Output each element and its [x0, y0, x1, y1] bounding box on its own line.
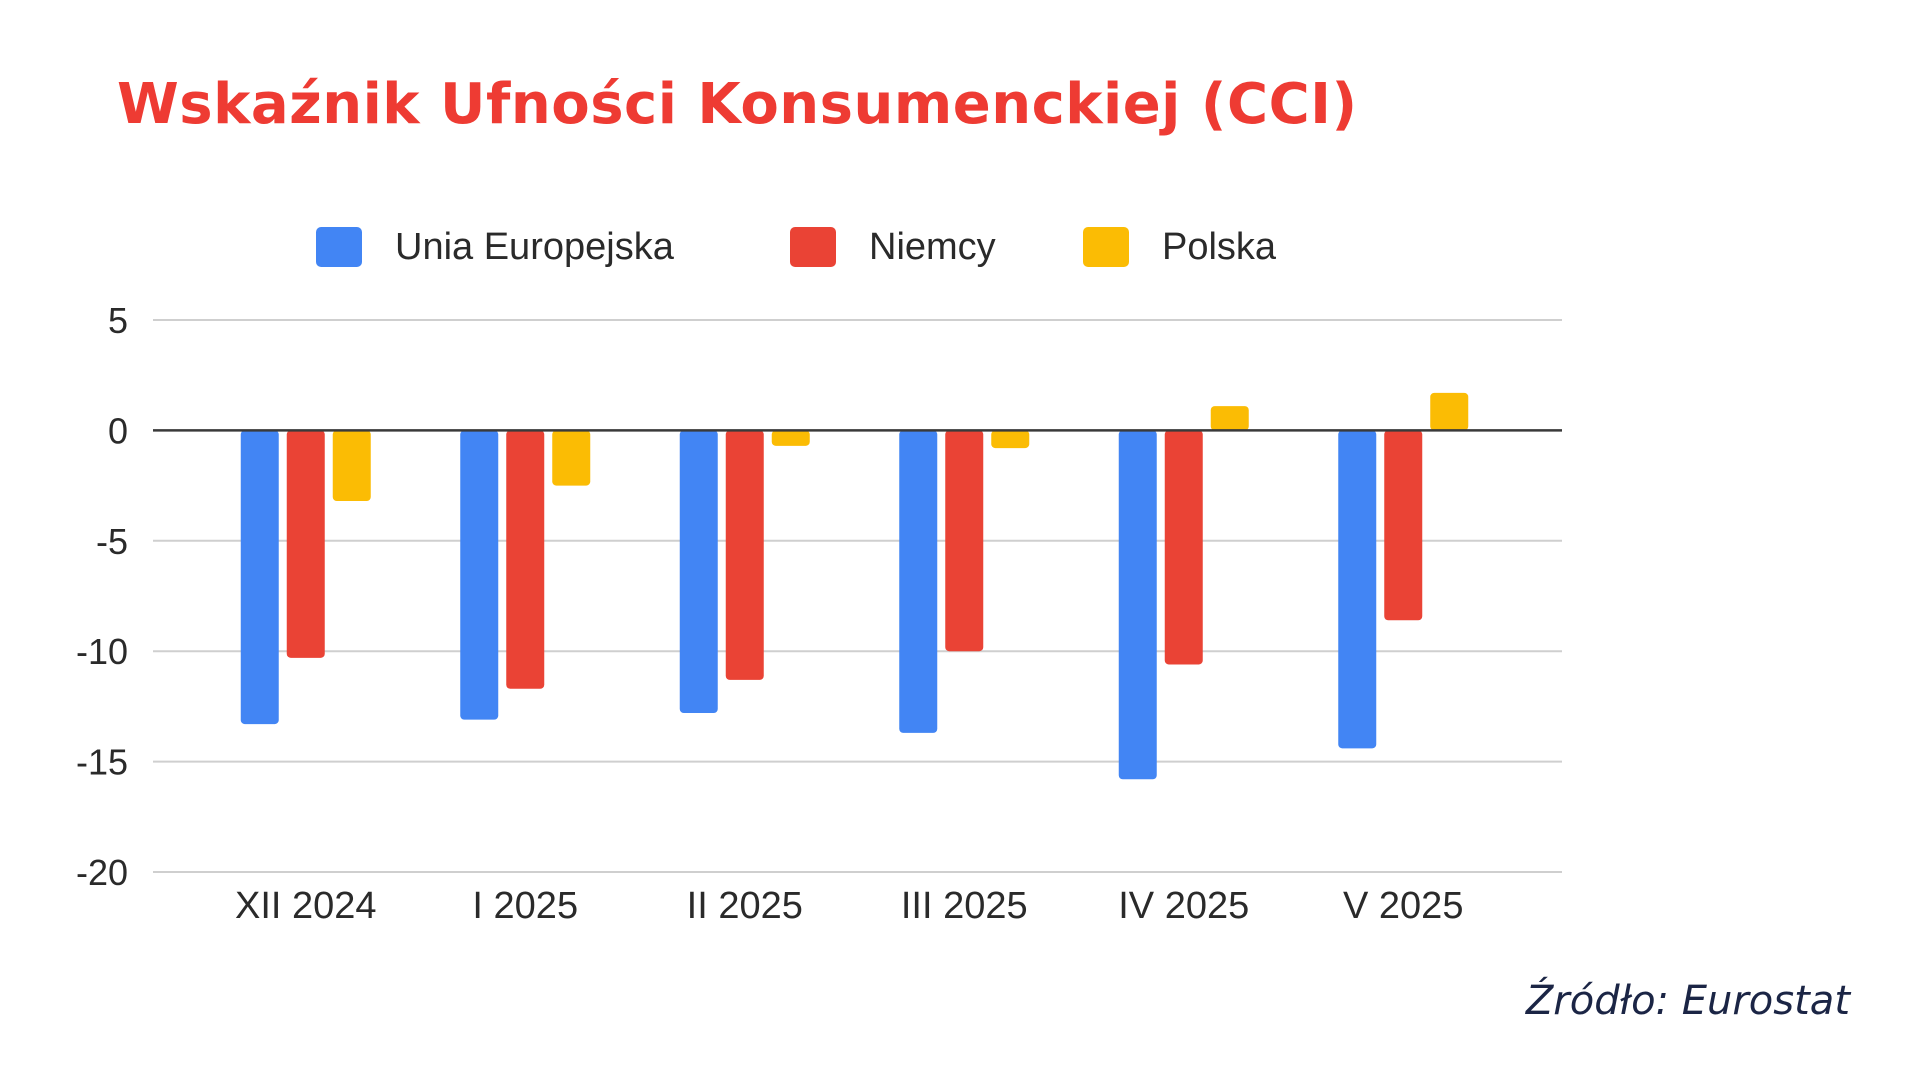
grid-lines	[153, 319, 1562, 873]
bar-polska-4	[1210, 406, 1249, 431]
legend-swatch-polska	[1083, 227, 1129, 267]
bar-niemcy-0	[286, 430, 325, 658]
legend-label: Niemcy	[869, 226, 996, 268]
bar-unia-europejska-0	[240, 430, 279, 725]
chart-title: Wskaźnik Ufności Konsumenckiej (CCI)	[117, 72, 1358, 137]
bar-polska-5	[1430, 392, 1469, 431]
x-tick-label: I 2025	[472, 885, 578, 927]
bar-unia-europejska-3	[899, 430, 938, 733]
x-tick-label: II 2025	[687, 885, 803, 927]
x-tick-label: V 2025	[1343, 885, 1463, 927]
bar-niemcy-4	[1164, 430, 1203, 665]
source-note: Źródło: Eurostat	[1525, 978, 1850, 1024]
bar-unia-europejska-1	[460, 430, 499, 720]
legend-swatch-niemcy	[790, 227, 836, 267]
y-tick-label: -10	[76, 631, 128, 672]
bar-polska-0	[332, 430, 371, 502]
bar-niemcy-1	[506, 430, 545, 689]
y-tick-label: -5	[96, 521, 128, 562]
bars	[240, 392, 1469, 780]
y-tick-label: -20	[76, 852, 128, 893]
bar-niemcy-5	[1384, 430, 1423, 621]
x-tick-label: XII 2024	[235, 885, 377, 927]
y-tick-label: -15	[76, 742, 128, 783]
bar-polska-1	[552, 430, 591, 486]
bar-niemcy-3	[945, 430, 984, 652]
bar-polska-3	[991, 430, 1030, 449]
bar-unia-europejska-4	[1118, 430, 1157, 780]
bar-unia-europejska-5	[1338, 430, 1377, 749]
y-axis-ticks: 5 0 -5 -10 -15 -20	[76, 300, 128, 893]
legend: Unia Europejska Niemcy Polska	[316, 226, 1277, 268]
bar-unia-europejska-2	[679, 430, 718, 714]
legend-label: Polska	[1162, 226, 1277, 268]
legend-swatch-unia-europejska	[316, 227, 362, 267]
x-axis-ticks: XII 2024 I 2025 II 2025 III 2025 IV 2025 V 20…	[235, 885, 1464, 927]
bar-niemcy-2	[725, 430, 764, 680]
y-tick-label: 0	[108, 410, 128, 451]
bar-polska-2	[771, 430, 810, 446]
legend-label: Unia Europejska	[395, 226, 675, 268]
x-tick-label: IV 2025	[1118, 885, 1249, 927]
x-tick-label: III 2025	[901, 885, 1028, 927]
y-tick-label: 5	[108, 300, 128, 341]
